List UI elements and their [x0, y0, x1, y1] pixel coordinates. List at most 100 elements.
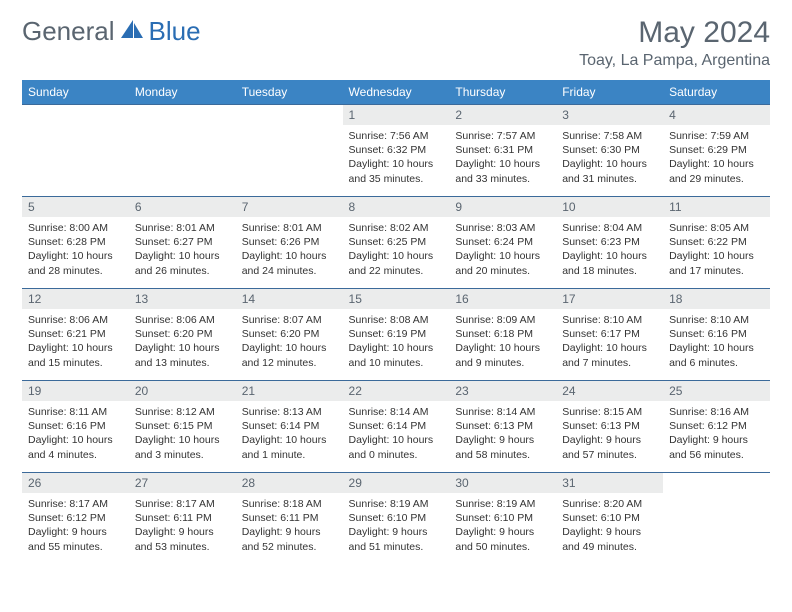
calendar-cell: 1Sunrise: 7:56 AMSunset: 6:32 PMDaylight… — [343, 105, 450, 197]
day-details: Sunrise: 7:57 AMSunset: 6:31 PMDaylight:… — [449, 125, 556, 188]
day-number: 28 — [236, 473, 343, 493]
day-number: 16 — [449, 289, 556, 309]
day-number: 8 — [343, 197, 450, 217]
day-number: 3 — [556, 105, 663, 125]
day-number: 6 — [129, 197, 236, 217]
day-details: Sunrise: 8:15 AMSunset: 6:13 PMDaylight:… — [556, 401, 663, 464]
day-number: 23 — [449, 381, 556, 401]
day-details: Sunrise: 8:17 AMSunset: 6:12 PMDaylight:… — [22, 493, 129, 556]
day-details: Sunrise: 8:06 AMSunset: 6:21 PMDaylight:… — [22, 309, 129, 372]
day-number: 20 — [129, 381, 236, 401]
calendar-week-row: 19Sunrise: 8:11 AMSunset: 6:16 PMDayligh… — [22, 381, 770, 473]
calendar-cell: 4Sunrise: 7:59 AMSunset: 6:29 PMDaylight… — [663, 105, 770, 197]
calendar-cell: 11Sunrise: 8:05 AMSunset: 6:22 PMDayligh… — [663, 197, 770, 289]
calendar-cell: 9Sunrise: 8:03 AMSunset: 6:24 PMDaylight… — [449, 197, 556, 289]
weekday-header: Wednesday — [343, 80, 450, 105]
day-details: Sunrise: 8:17 AMSunset: 6:11 PMDaylight:… — [129, 493, 236, 556]
day-details: Sunrise: 8:04 AMSunset: 6:23 PMDaylight:… — [556, 217, 663, 280]
day-number: 11 — [663, 197, 770, 217]
calendar-cell — [236, 105, 343, 197]
calendar-cell: 16Sunrise: 8:09 AMSunset: 6:18 PMDayligh… — [449, 289, 556, 381]
calendar-cell: 31Sunrise: 8:20 AMSunset: 6:10 PMDayligh… — [556, 473, 663, 565]
day-details: Sunrise: 8:10 AMSunset: 6:16 PMDaylight:… — [663, 309, 770, 372]
day-details: Sunrise: 8:14 AMSunset: 6:14 PMDaylight:… — [343, 401, 450, 464]
day-number: 15 — [343, 289, 450, 309]
calendar-cell: 12Sunrise: 8:06 AMSunset: 6:21 PMDayligh… — [22, 289, 129, 381]
logo: General Blue — [22, 16, 201, 47]
day-number: 5 — [22, 197, 129, 217]
calendar-head: SundayMondayTuesdayWednesdayThursdayFrid… — [22, 80, 770, 105]
calendar-cell: 13Sunrise: 8:06 AMSunset: 6:20 PMDayligh… — [129, 289, 236, 381]
day-number: 18 — [663, 289, 770, 309]
calendar-cell: 2Sunrise: 7:57 AMSunset: 6:31 PMDaylight… — [449, 105, 556, 197]
calendar-cell: 27Sunrise: 8:17 AMSunset: 6:11 PMDayligh… — [129, 473, 236, 565]
calendar-cell: 29Sunrise: 8:19 AMSunset: 6:10 PMDayligh… — [343, 473, 450, 565]
page-header: General Blue May 2024 Toay, La Pampa, Ar… — [22, 16, 770, 70]
day-details: Sunrise: 8:05 AMSunset: 6:22 PMDaylight:… — [663, 217, 770, 280]
day-number: 29 — [343, 473, 450, 493]
calendar-cell — [663, 473, 770, 565]
calendar-cell: 6Sunrise: 8:01 AMSunset: 6:27 PMDaylight… — [129, 197, 236, 289]
day-number: 31 — [556, 473, 663, 493]
day-number: 9 — [449, 197, 556, 217]
weekday-header: Tuesday — [236, 80, 343, 105]
day-number: 19 — [22, 381, 129, 401]
calendar-cell: 15Sunrise: 8:08 AMSunset: 6:19 PMDayligh… — [343, 289, 450, 381]
day-details: Sunrise: 8:19 AMSunset: 6:10 PMDaylight:… — [449, 493, 556, 556]
calendar-cell: 18Sunrise: 8:10 AMSunset: 6:16 PMDayligh… — [663, 289, 770, 381]
day-number: 12 — [22, 289, 129, 309]
calendar-cell: 14Sunrise: 8:07 AMSunset: 6:20 PMDayligh… — [236, 289, 343, 381]
calendar-cell: 25Sunrise: 8:16 AMSunset: 6:12 PMDayligh… — [663, 381, 770, 473]
weekday-header: Thursday — [449, 80, 556, 105]
location: Toay, La Pampa, Argentina — [579, 52, 770, 70]
calendar-week-row: 26Sunrise: 8:17 AMSunset: 6:12 PMDayligh… — [22, 473, 770, 565]
calendar-cell: 21Sunrise: 8:13 AMSunset: 6:14 PMDayligh… — [236, 381, 343, 473]
calendar-body: 1Sunrise: 7:56 AMSunset: 6:32 PMDaylight… — [22, 105, 770, 565]
calendar-cell: 19Sunrise: 8:11 AMSunset: 6:16 PMDayligh… — [22, 381, 129, 473]
calendar-week-row: 5Sunrise: 8:00 AMSunset: 6:28 PMDaylight… — [22, 197, 770, 289]
calendar-cell: 24Sunrise: 8:15 AMSunset: 6:13 PMDayligh… — [556, 381, 663, 473]
weekday-header: Saturday — [663, 80, 770, 105]
calendar-week-row: 12Sunrise: 8:06 AMSunset: 6:21 PMDayligh… — [22, 289, 770, 381]
calendar-cell: 20Sunrise: 8:12 AMSunset: 6:15 PMDayligh… — [129, 381, 236, 473]
day-details: Sunrise: 8:00 AMSunset: 6:28 PMDaylight:… — [22, 217, 129, 280]
calendar-cell: 26Sunrise: 8:17 AMSunset: 6:12 PMDayligh… — [22, 473, 129, 565]
logo-sail-icon — [119, 18, 145, 45]
day-number: 7 — [236, 197, 343, 217]
weekday-header: Sunday — [22, 80, 129, 105]
day-number: 14 — [236, 289, 343, 309]
day-number: 27 — [129, 473, 236, 493]
day-details: Sunrise: 8:19 AMSunset: 6:10 PMDaylight:… — [343, 493, 450, 556]
day-details: Sunrise: 8:03 AMSunset: 6:24 PMDaylight:… — [449, 217, 556, 280]
day-number: 26 — [22, 473, 129, 493]
day-number: 30 — [449, 473, 556, 493]
day-details: Sunrise: 7:58 AMSunset: 6:30 PMDaylight:… — [556, 125, 663, 188]
calendar-cell: 5Sunrise: 8:00 AMSunset: 6:28 PMDaylight… — [22, 197, 129, 289]
weekday-header: Monday — [129, 80, 236, 105]
day-details: Sunrise: 8:08 AMSunset: 6:19 PMDaylight:… — [343, 309, 450, 372]
day-number: 4 — [663, 105, 770, 125]
calendar-cell: 17Sunrise: 8:10 AMSunset: 6:17 PMDayligh… — [556, 289, 663, 381]
calendar-cell: 7Sunrise: 8:01 AMSunset: 6:26 PMDaylight… — [236, 197, 343, 289]
day-number: 1 — [343, 105, 450, 125]
logo-text-a: General — [22, 16, 115, 47]
day-details: Sunrise: 8:10 AMSunset: 6:17 PMDaylight:… — [556, 309, 663, 372]
calendar-cell: 28Sunrise: 8:18 AMSunset: 6:11 PMDayligh… — [236, 473, 343, 565]
calendar-cell: 3Sunrise: 7:58 AMSunset: 6:30 PMDaylight… — [556, 105, 663, 197]
month-title: May 2024 — [579, 16, 770, 50]
title-block: May 2024 Toay, La Pampa, Argentina — [579, 16, 770, 70]
calendar-cell — [22, 105, 129, 197]
day-number: 25 — [663, 381, 770, 401]
calendar-cell: 23Sunrise: 8:14 AMSunset: 6:13 PMDayligh… — [449, 381, 556, 473]
day-details: Sunrise: 8:11 AMSunset: 6:16 PMDaylight:… — [22, 401, 129, 464]
day-details: Sunrise: 8:16 AMSunset: 6:12 PMDaylight:… — [663, 401, 770, 464]
day-details: Sunrise: 8:02 AMSunset: 6:25 PMDaylight:… — [343, 217, 450, 280]
day-number: 10 — [556, 197, 663, 217]
calendar-cell: 10Sunrise: 8:04 AMSunset: 6:23 PMDayligh… — [556, 197, 663, 289]
day-details: Sunrise: 8:14 AMSunset: 6:13 PMDaylight:… — [449, 401, 556, 464]
calendar-cell: 22Sunrise: 8:14 AMSunset: 6:14 PMDayligh… — [343, 381, 450, 473]
calendar-cell: 30Sunrise: 8:19 AMSunset: 6:10 PMDayligh… — [449, 473, 556, 565]
day-details: Sunrise: 8:07 AMSunset: 6:20 PMDaylight:… — [236, 309, 343, 372]
day-details: Sunrise: 7:56 AMSunset: 6:32 PMDaylight:… — [343, 125, 450, 188]
calendar-table: SundayMondayTuesdayWednesdayThursdayFrid… — [22, 80, 770, 565]
